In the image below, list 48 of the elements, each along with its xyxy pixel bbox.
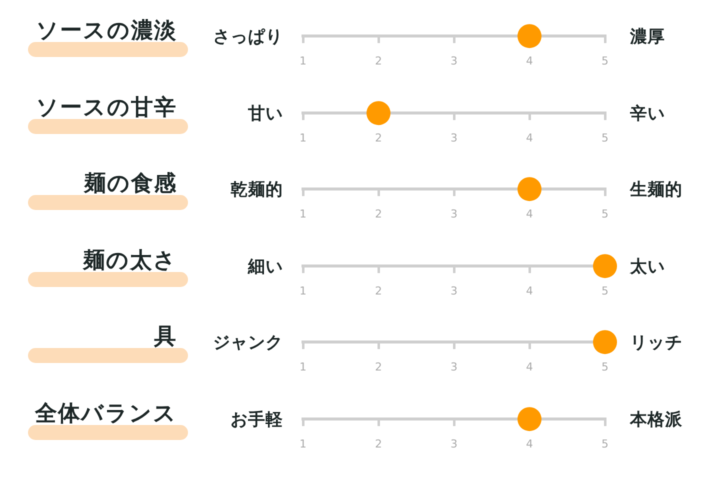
y-tick-label: 具 [153,324,177,350]
text: 本格派 [629,410,683,430]
x-tick-label: 5 [602,131,608,144]
text: 太い [629,256,665,277]
x-tick-label: 1 [300,360,306,374]
text: さっぱり [213,27,283,48]
x-tick-label: 5 [602,360,608,374]
text: リッチ [630,333,682,354]
y-tick-label: ソースの甘辛 [36,94,177,120]
y-tick-label: 麺の食感 [83,172,177,197]
x-tick-label: 3 [450,54,458,68]
y-tick-label: ソースの濃淡 [36,18,177,44]
x-tick-label: 2 [375,360,382,374]
x-tick-label: 4 [526,360,533,374]
x-tick-label: 3 [450,284,458,298]
x-tick-label: 2 [375,438,382,451]
text: 辛い [629,104,665,124]
x-tick-label: 5 [602,208,608,221]
x-tick-label: 2 [375,208,382,221]
x-tick-label: 2 [375,131,382,144]
text: 甘い [247,104,283,124]
text: 濃厚 [629,27,665,48]
x-tick-label: 4 [526,208,533,221]
x-tick-label: 5 [602,438,608,451]
x-tick-label: 4 [526,438,533,451]
x-tick-label: 1 [300,438,306,451]
x-tick-label: 4 [526,54,533,68]
x-tick-label: 5 [602,54,608,68]
text: ジャンク [213,333,283,354]
x-tick-label: 3 [450,360,458,374]
x-tick-label: 3 [450,131,458,144]
y-tick-label: 全体バランス [34,401,177,426]
x-tick-label: 3 [450,438,458,451]
x-tick-label: 1 [300,284,306,298]
x-tick-label: 1 [300,54,306,68]
x-tick-label: 5 [602,284,608,298]
x-tick-label: 1 [300,208,306,221]
text: 乾麺的 [230,180,283,200]
y-tick-label: 麺の太さ [82,248,177,274]
text: お手軽 [230,410,284,430]
text: 生麺的 [629,180,682,200]
x-tick-label: 1 [300,131,306,144]
x-tick-label: 4 [526,131,533,144]
x-tick-label: 3 [450,208,458,221]
x-tick-label: 2 [375,54,382,68]
x-tick-label: 4 [526,284,533,298]
x-tick-label: 2 [375,284,382,298]
text: 細い [247,256,283,277]
